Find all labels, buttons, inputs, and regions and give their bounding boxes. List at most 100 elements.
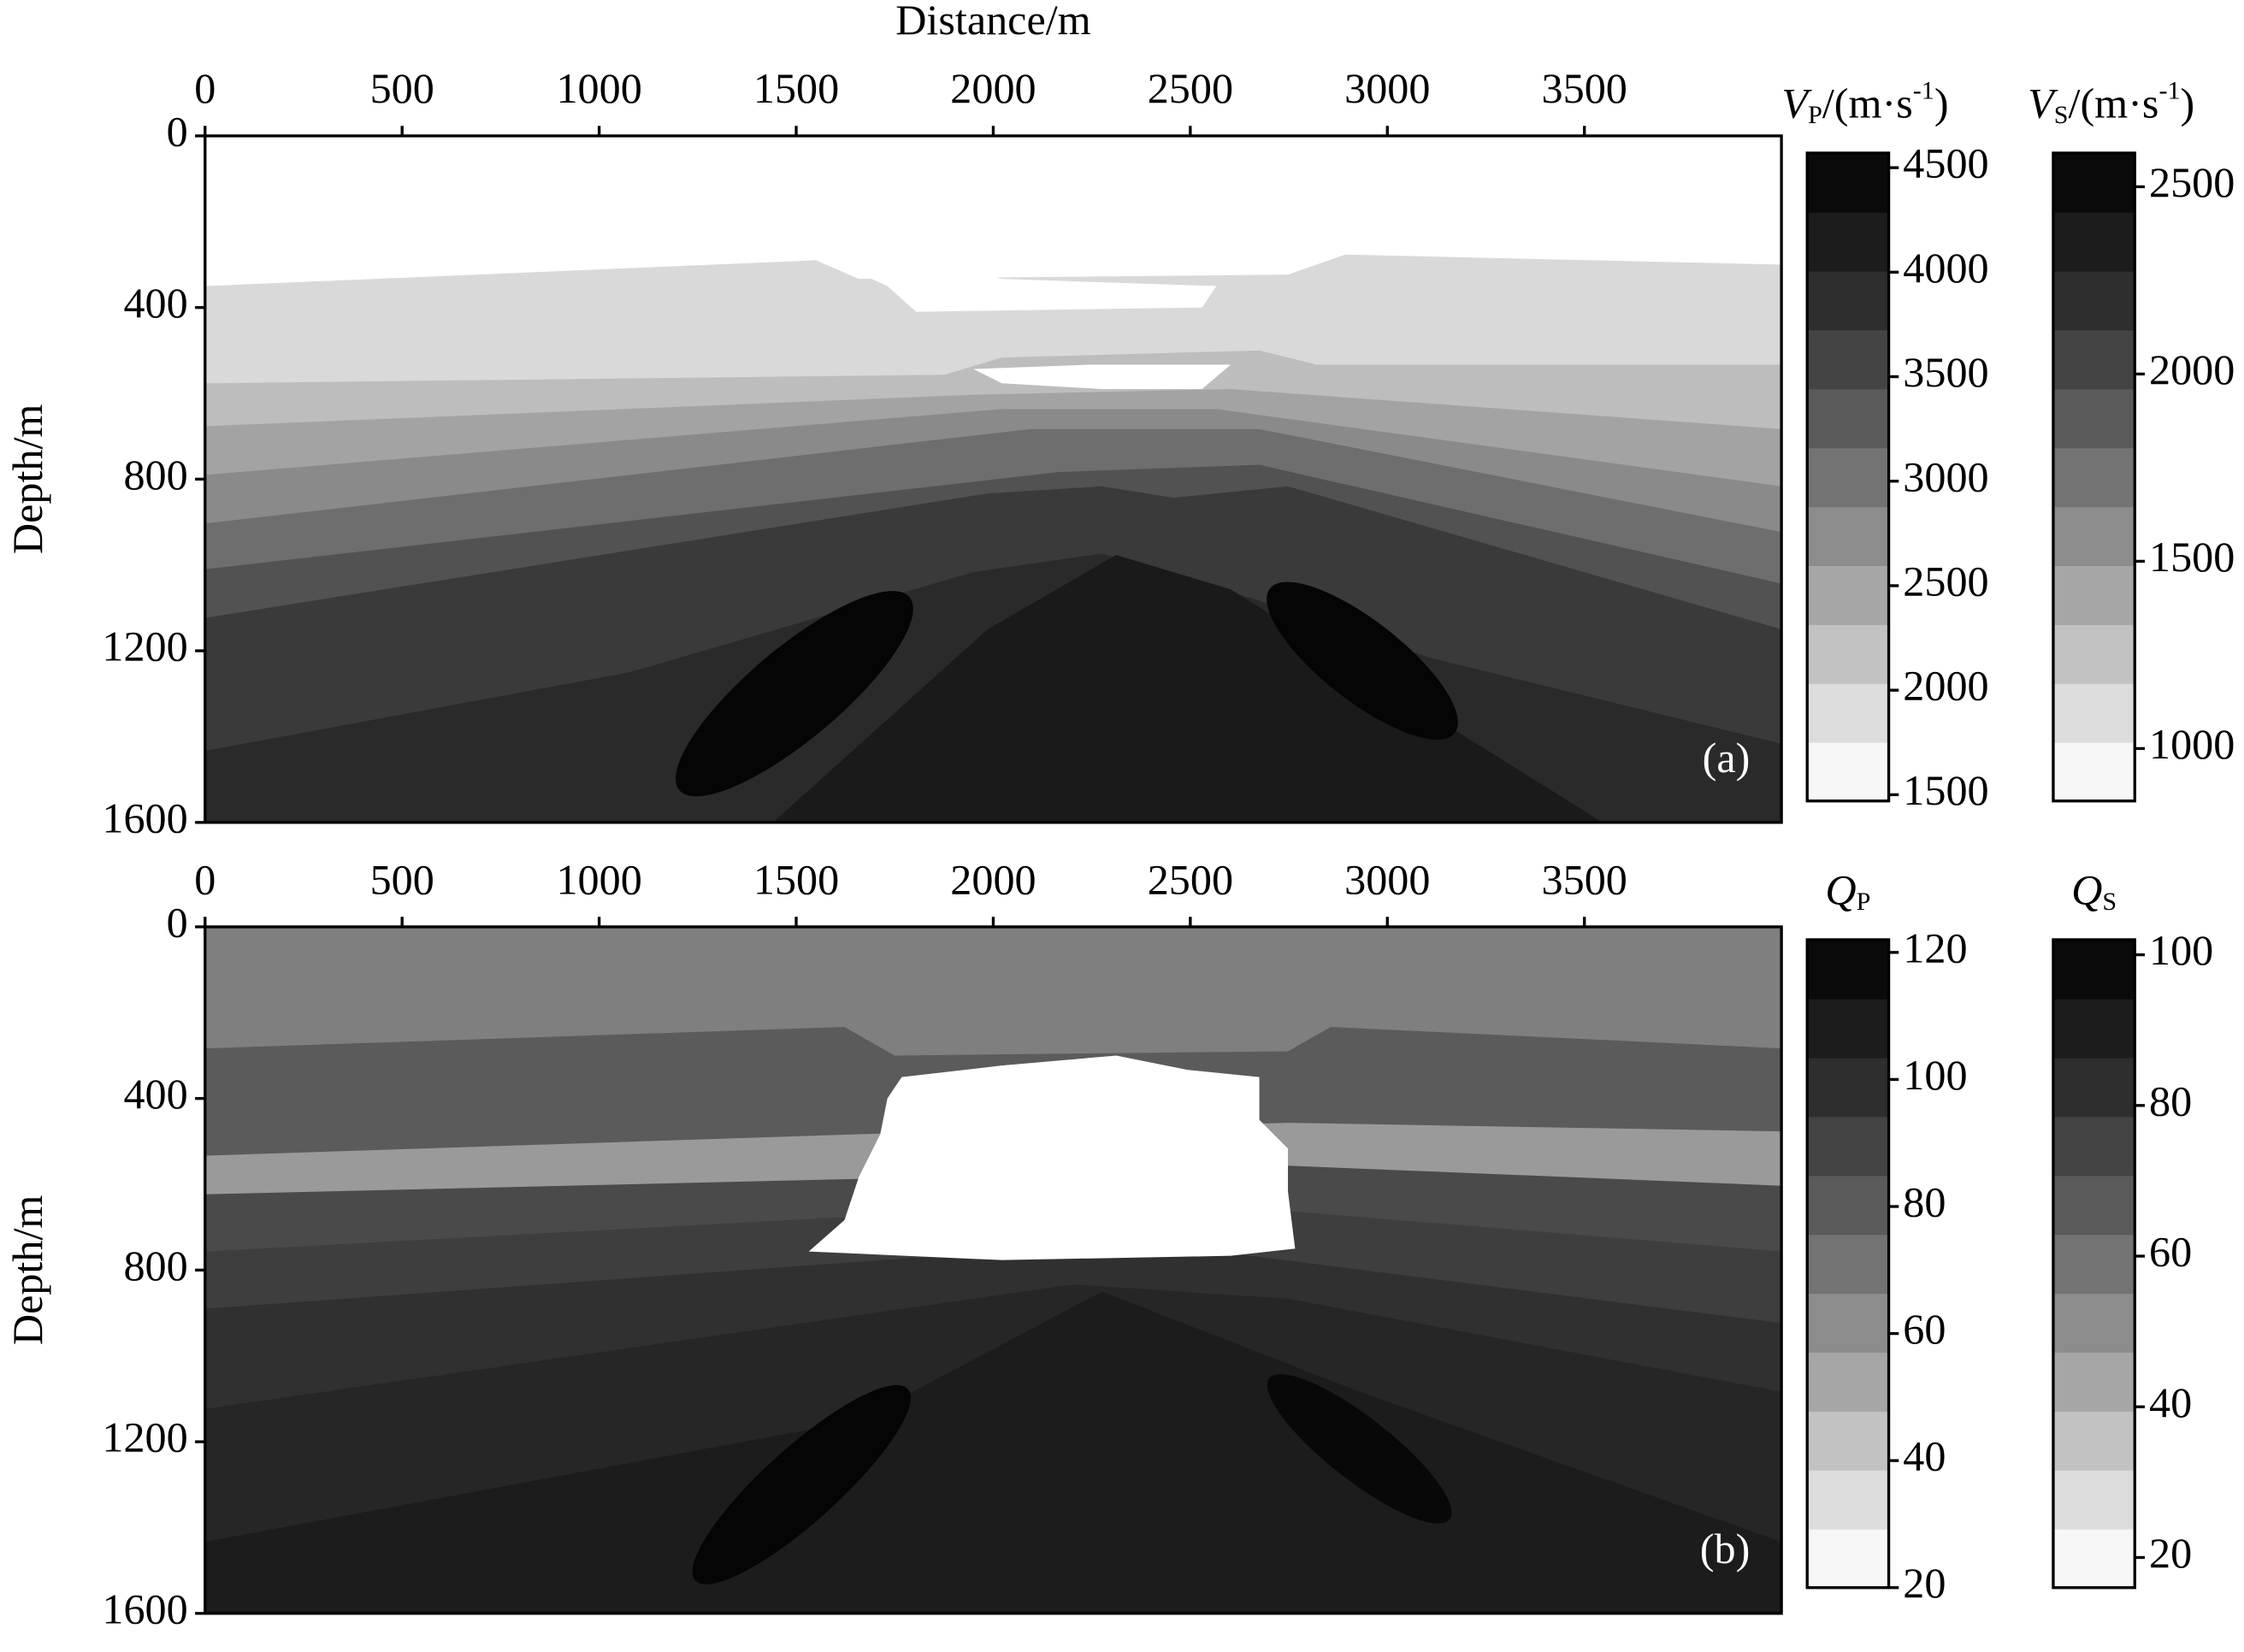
panel-label: (b) [1700,1525,1751,1572]
colorbar-band [1807,152,1889,213]
colorbar-tick-label: 4000 [1903,244,1988,292]
y-axis-title: Depth/m [3,1195,51,1346]
model-b [204,926,1782,1614]
colorbar-band [1807,1293,1889,1354]
colorbar-title-part: S [2054,100,2069,129]
x-tick-label: 2500 [1148,64,1233,112]
colorbar-band [1807,1352,1889,1412]
colorbar-tick-label: 40 [1903,1432,1946,1480]
colorbar-tick-label: 2500 [1903,557,1988,605]
colorbar-tick-label: 100 [1903,1051,1967,1099]
y-tick-label: 400 [123,279,187,327]
y-tick-label: 1200 [102,1413,187,1461]
x-tick-label: 1500 [753,64,839,112]
colorbar-title-part: Q [2071,865,2102,913]
colorbar-band [2052,388,2135,449]
colorbar-title: QS [2071,865,2117,916]
colorbar-title-part: -1 [2158,76,2180,105]
x-tick-label: 500 [370,64,434,112]
colorbar-band [1807,1528,1889,1589]
colorbar-tick-label: 20 [2149,1529,2192,1577]
colorbar-title-part: S [2102,887,2117,916]
colorbar-tick-label: 2000 [2149,345,2235,393]
colorbar-band [2052,939,2135,1000]
colorbar-band [1807,565,1889,625]
colorbar-tick-label: 80 [2149,1077,2192,1124]
colorbar-band [1807,1411,1889,1471]
x-tick-label: 1000 [556,855,641,903]
colorbar-band [1807,741,1889,802]
colorbar-band [2052,1116,2135,1177]
colorbar-band [1807,1469,1889,1530]
colorbar-band [1807,1175,1889,1236]
y-tick-label: 800 [123,451,187,499]
colorbar-title-part: P [1857,887,1871,916]
colorbar-band [2052,506,2135,567]
colorbar-band [1807,939,1889,1000]
colorbar-tick-label: 20 [1903,1559,1946,1607]
colorbar-title-part: /(m·s [2069,79,2159,127]
colorbar-band [1807,1057,1889,1118]
colorbar-tick-label: 1500 [1903,766,1988,814]
colorbar-band [2052,1528,2135,1589]
colorbar-band [2052,1175,2135,1236]
colorbar-tick-label: 100 [2149,926,2213,974]
x-tick-label: 3500 [1542,855,1627,903]
colorbar-tick-label: 2000 [1903,662,1988,710]
x-tick-label: 3000 [1344,855,1430,903]
panel-label: (a) [1703,734,1751,782]
colorbar-band [1807,329,1889,390]
x-tick-label: 0 [194,855,216,903]
colorbar-title: VS/(m·s-1) [2028,76,2194,129]
colorbar-title-part: V [1781,79,1812,127]
x-tick-label: 500 [370,855,434,903]
x-tick-label: 1500 [753,855,839,903]
colorbar-title-part: Q [1825,865,1856,913]
colorbar-tick-label: 1500 [2149,533,2235,581]
x-tick-label: 2000 [950,855,1036,903]
colorbar-tick-label: 4500 [1903,139,1988,187]
colorbar-frame [2052,151,2136,803]
colorbar-title-part: ) [1934,79,1949,127]
colorbar-band [2052,1411,2135,1471]
colorbar-frame [1805,151,1891,803]
colorbar-band [1807,1234,1889,1295]
colorbar-tick-label: 80 [1903,1178,1946,1226]
y-tick-label: 400 [123,1070,187,1118]
y-axis-title: Depth/m [3,404,51,555]
colorbar-band [1807,211,1889,272]
colorbar-tick-label: 120 [1903,923,1967,971]
colorbar-band [2052,998,2135,1059]
x-tick-label: 3500 [1542,64,1627,112]
y-tick-label: 0 [167,898,188,946]
colorbar-tick-label: 60 [1903,1305,1946,1353]
colorbar-band [2052,1057,2135,1118]
colorbar-band [2052,565,2135,625]
colorbar-band [2052,211,2135,272]
colorbar-band [2052,329,2135,390]
y-tick-label: 800 [123,1242,187,1289]
colorbar-title: VP/(m·s-1) [1781,76,1948,129]
colorbar-tick-label: 60 [2149,1228,2192,1276]
x-tick-label: 2500 [1148,855,1233,903]
colorbar-title: QP [1825,865,1870,916]
colorbar-band [2052,741,2135,802]
colorbar-title-part: /(m·s [1822,79,1913,127]
x-tick-label: 2000 [950,64,1036,112]
colorbar-tick-label: 3500 [1903,348,1988,396]
colorbar-band [2052,1234,2135,1295]
y-tick-label: 1600 [102,1584,187,1632]
colorbar-band [2052,270,2135,331]
colorbar-tick-label: 2500 [2149,158,2235,206]
colorbar-band [1807,682,1889,743]
colorbar-band [1807,506,1889,567]
colorbar-title-part: -1 [1913,76,1934,105]
colorbar-band [2052,1469,2135,1530]
colorbar-tick-label: 3000 [1903,452,1988,500]
colorbar-frame [1805,938,1891,1590]
colorbar-band [1807,388,1889,449]
model-a [204,135,1782,823]
colorbar-band [1807,447,1889,508]
x-tick-label: 1000 [556,64,641,112]
